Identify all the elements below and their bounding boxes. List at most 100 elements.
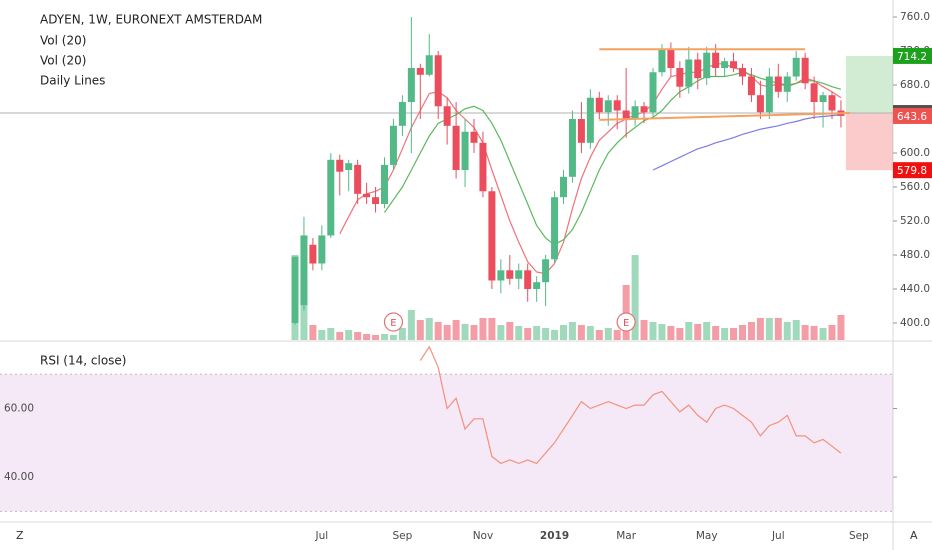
x-tick-label: Jul xyxy=(315,530,329,542)
volume-bar xyxy=(631,255,639,340)
stop-zone xyxy=(845,113,893,171)
volume-bar xyxy=(694,324,702,340)
volume-bar xyxy=(443,325,451,340)
x-tick-label: Mar xyxy=(616,530,636,542)
volume-bar xyxy=(613,330,621,340)
volume-bar xyxy=(595,330,603,340)
price-label-box xyxy=(893,47,932,64)
price-label: 714.2 xyxy=(897,51,927,63)
candle-body xyxy=(810,83,818,102)
candle-body xyxy=(577,119,585,143)
candle-body xyxy=(685,59,693,87)
volume-bar xyxy=(398,328,406,340)
volume-bar xyxy=(470,325,478,340)
candle-body xyxy=(649,72,657,113)
candle-body xyxy=(345,163,353,170)
price-label: 643.6 xyxy=(897,111,927,123)
candle-body xyxy=(318,235,326,264)
volume-bar xyxy=(783,322,791,340)
candle-body xyxy=(488,191,496,281)
candle-body xyxy=(604,100,612,113)
volume-bar xyxy=(381,334,388,340)
candle-body xyxy=(703,52,711,79)
volume-bar xyxy=(354,332,362,340)
volume-bar xyxy=(327,328,335,340)
volume-bar xyxy=(712,326,720,340)
volume-bar xyxy=(363,334,371,340)
candle-body xyxy=(783,76,791,92)
volume-bar xyxy=(577,325,585,340)
volume-bar xyxy=(685,322,693,340)
candle-body xyxy=(640,106,648,113)
volume-bar xyxy=(649,322,657,340)
candle-body xyxy=(774,76,782,92)
candle-body xyxy=(631,106,639,119)
volume-bar xyxy=(497,325,505,340)
legend-item: Daily Lines xyxy=(40,74,105,88)
event-label: E xyxy=(390,318,396,329)
volume-bar xyxy=(640,320,648,340)
candle-body xyxy=(336,159,344,172)
indicator-line xyxy=(384,71,842,246)
candle-body xyxy=(372,197,380,204)
volume-bar xyxy=(703,322,711,340)
control-button[interactable]: A xyxy=(910,529,918,542)
volume-bar xyxy=(345,330,353,340)
volume-bar xyxy=(560,325,567,340)
candle-body xyxy=(658,49,666,73)
indicator-line xyxy=(339,63,842,275)
volume-bar xyxy=(756,318,764,340)
legend-item: Vol (20) xyxy=(40,34,86,48)
volume-bar xyxy=(533,326,541,340)
volume-bar xyxy=(336,332,344,340)
y-tick-label: 680.0 xyxy=(900,79,930,91)
legend-item: Vol (20) xyxy=(40,54,86,68)
y-tick-label: 440.0 xyxy=(900,283,930,295)
indicator-line xyxy=(652,114,841,171)
candle-body xyxy=(470,131,478,143)
candle-body xyxy=(398,102,406,126)
control-button[interactable]: Z xyxy=(16,529,24,542)
volume-bar xyxy=(407,310,415,340)
volume-bar xyxy=(765,318,773,340)
candle-body xyxy=(739,68,746,77)
volume-bar xyxy=(801,325,809,340)
candle-body xyxy=(309,244,317,264)
volume-bar xyxy=(479,318,487,340)
candle-body xyxy=(506,270,514,279)
candle-body xyxy=(416,68,424,75)
volume-bar xyxy=(828,325,836,340)
candle-body xyxy=(291,256,299,323)
candle-body xyxy=(595,97,603,113)
candle-body xyxy=(828,95,836,111)
volume-bar xyxy=(425,318,433,340)
candle-body xyxy=(515,270,523,279)
candle-body xyxy=(792,57,800,77)
candle-body xyxy=(434,55,442,107)
volume-bar xyxy=(309,325,317,340)
candle-body xyxy=(452,125,460,170)
candle-body xyxy=(747,76,755,96)
volume-bar xyxy=(542,328,550,340)
y-tick-label: 400.0 xyxy=(900,317,930,329)
candle-body xyxy=(819,95,827,102)
event-marker xyxy=(383,312,404,332)
volume-bar xyxy=(747,322,755,340)
candle-body xyxy=(560,176,567,198)
candle-body xyxy=(300,235,308,306)
volume-bar xyxy=(658,324,666,340)
candle-body xyxy=(667,49,675,68)
candle-body xyxy=(497,270,505,281)
candle-body xyxy=(443,106,451,126)
candle-body xyxy=(542,259,550,283)
price-label-box xyxy=(893,107,932,124)
candle-body xyxy=(730,61,738,68)
volume-bar xyxy=(524,328,532,340)
y-tick-label: 600.0 xyxy=(900,147,930,159)
candle-body xyxy=(694,59,702,79)
volume-bar xyxy=(730,328,738,340)
candle-body xyxy=(479,142,487,192)
volume-bar xyxy=(506,322,514,340)
volume-bar xyxy=(739,325,746,340)
